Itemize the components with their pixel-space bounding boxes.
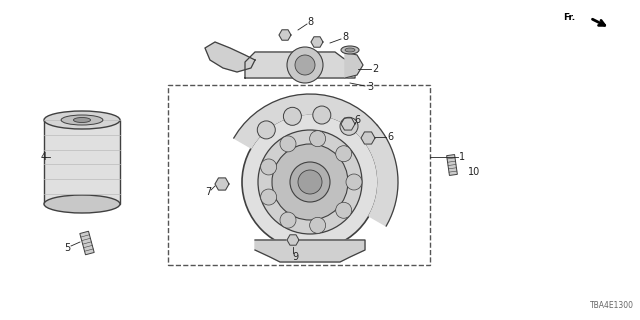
Text: 8: 8	[342, 32, 348, 42]
Polygon shape	[245, 52, 355, 78]
Bar	[168, 85, 430, 265]
Polygon shape	[255, 240, 365, 262]
Bar	[80, 231, 94, 255]
Text: 10: 10	[468, 167, 480, 177]
Circle shape	[295, 55, 315, 75]
Text: 2: 2	[372, 64, 378, 74]
Circle shape	[284, 107, 301, 125]
Circle shape	[260, 189, 276, 205]
Text: 5: 5	[64, 243, 70, 253]
Text: 9: 9	[292, 252, 298, 262]
Circle shape	[290, 162, 330, 202]
Polygon shape	[287, 235, 299, 245]
Circle shape	[336, 146, 352, 162]
Circle shape	[340, 117, 358, 135]
Ellipse shape	[44, 195, 120, 213]
Circle shape	[242, 114, 378, 250]
Ellipse shape	[74, 117, 90, 123]
Bar	[447, 155, 458, 175]
Polygon shape	[205, 42, 255, 72]
Polygon shape	[345, 52, 363, 78]
Circle shape	[287, 47, 323, 83]
Polygon shape	[311, 37, 323, 47]
Text: 7: 7	[205, 187, 211, 197]
Ellipse shape	[345, 48, 355, 52]
Polygon shape	[341, 118, 355, 130]
Polygon shape	[215, 178, 229, 190]
Circle shape	[336, 202, 352, 218]
Text: Fr.: Fr.	[563, 13, 575, 22]
Circle shape	[257, 121, 275, 139]
Circle shape	[260, 159, 276, 175]
Text: TBA4E1300: TBA4E1300	[590, 301, 634, 310]
Circle shape	[346, 174, 362, 190]
Ellipse shape	[61, 115, 103, 125]
Ellipse shape	[341, 46, 359, 54]
Ellipse shape	[44, 111, 120, 129]
Circle shape	[258, 130, 362, 234]
Text: 6: 6	[387, 132, 393, 142]
Circle shape	[313, 106, 331, 124]
Circle shape	[310, 217, 326, 233]
Text: 4: 4	[41, 152, 47, 162]
Text: 1: 1	[459, 152, 465, 162]
Polygon shape	[361, 132, 375, 144]
Polygon shape	[279, 30, 291, 40]
Circle shape	[272, 144, 348, 220]
Circle shape	[310, 131, 326, 147]
Text: 3: 3	[367, 82, 373, 92]
Circle shape	[298, 170, 322, 194]
Polygon shape	[234, 94, 378, 148]
Bar	[44, 120, 120, 204]
Circle shape	[280, 212, 296, 228]
Circle shape	[280, 136, 296, 152]
Text: 8: 8	[307, 17, 313, 27]
Text: 6: 6	[354, 115, 360, 125]
Polygon shape	[362, 125, 398, 226]
